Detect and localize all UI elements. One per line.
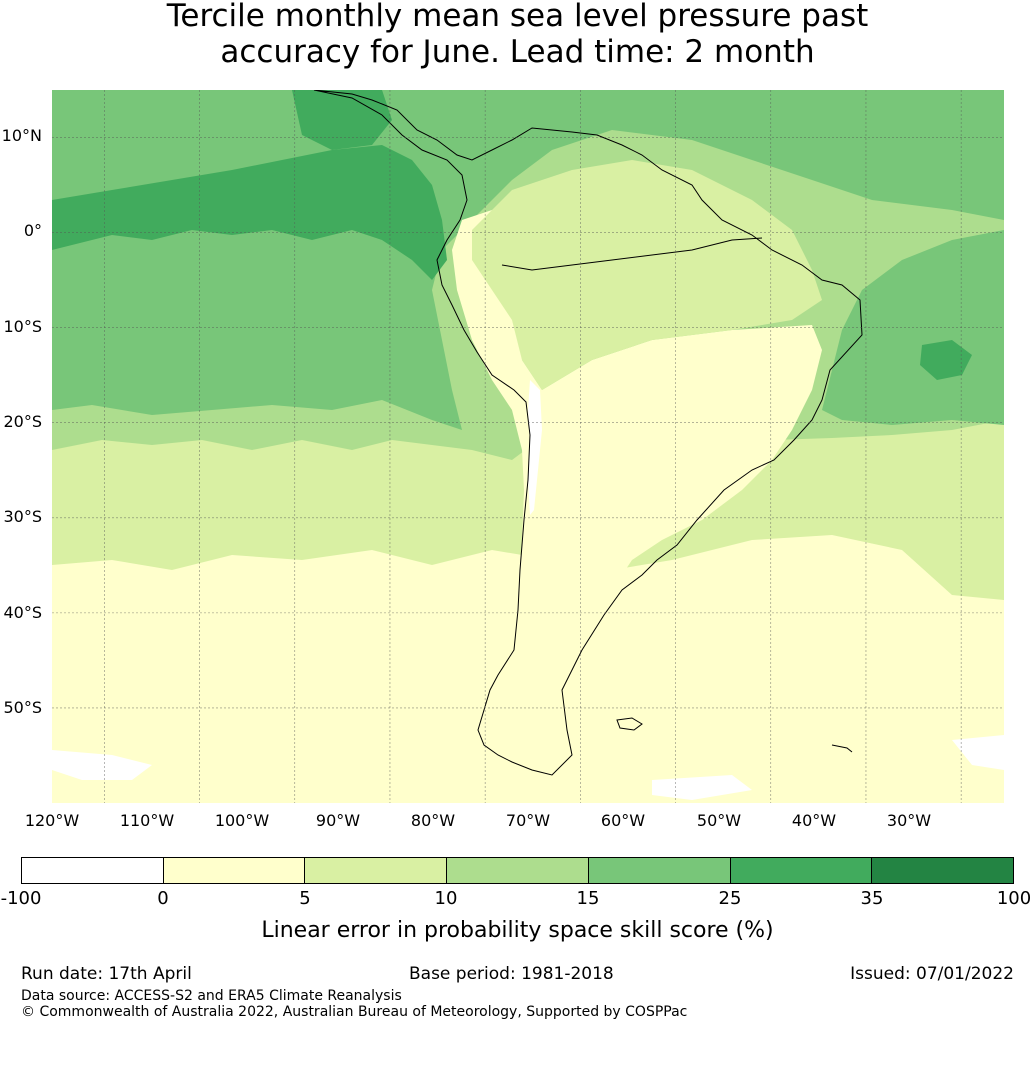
colorbar-tick: 0 xyxy=(157,888,169,909)
copyright: © Commonwealth of Australia 2022, Austra… xyxy=(21,1004,688,1020)
colorbar xyxy=(21,857,1014,884)
colorbar-label: Linear error in probability space skill … xyxy=(261,918,774,943)
lat-label-10n: 10°N xyxy=(1,126,42,145)
lon-label-110w: 110°W xyxy=(119,811,175,830)
colorbar-segment xyxy=(730,858,873,883)
lon-label-50w: 50°W xyxy=(696,811,742,830)
skill-continent-low xyxy=(452,210,822,750)
amazon-river xyxy=(501,237,763,271)
lon-label-40w: 40°W xyxy=(791,811,837,830)
colorbar-tick: 15 xyxy=(576,888,600,909)
lon-label-70w: 70°W xyxy=(505,811,551,830)
lon-label-60w: 60°W xyxy=(600,811,646,830)
colorbar-segment xyxy=(163,858,306,883)
falkland-islands xyxy=(616,717,643,731)
colorbar-segment xyxy=(22,858,164,883)
title-line-2: accuracy for June. Lead time: 2 month xyxy=(220,34,815,70)
lat-label-30s: 30°S xyxy=(3,507,42,526)
colorbar-segment xyxy=(305,858,448,883)
colorbar-segment xyxy=(588,858,731,883)
base-period: Base period: 1981-2018 xyxy=(409,964,614,984)
skill-band-25-35-north xyxy=(292,90,392,150)
graticule xyxy=(52,90,1004,803)
lon-label-30w: 30°W xyxy=(886,811,932,830)
colorbar-tick: 100 xyxy=(996,888,1032,909)
skill-band-25-35-atlantic xyxy=(920,340,972,380)
chart-title: Tercile monthly mean sea level pressure … xyxy=(0,0,1035,70)
map-canvas xyxy=(52,90,1004,803)
colorbar-tick: 25 xyxy=(718,888,742,909)
skill-continent-amazon xyxy=(472,160,822,390)
lon-label-80w: 80°W xyxy=(410,811,456,830)
title-line-1: Tercile monthly mean sea level pressure … xyxy=(166,0,869,34)
colorbar-tick: 35 xyxy=(860,888,884,909)
lon-label-100w: 100°W xyxy=(214,811,270,830)
colorbar-tick: 5 xyxy=(299,888,311,909)
south-georgia xyxy=(831,744,853,753)
lat-label-0: 0° xyxy=(23,221,42,240)
lat-label-50s: 50°S xyxy=(3,698,42,717)
skill-band-negative-andes xyxy=(528,380,542,515)
lat-label-10s: 10°S xyxy=(3,317,42,336)
skill-band-25-35-pacific xyxy=(52,145,447,280)
lon-label-120w: 120°W xyxy=(24,811,80,830)
skill-map xyxy=(52,90,1004,803)
colorbar-tick: -100 xyxy=(0,888,42,909)
colorbar-segment xyxy=(447,858,589,883)
issued-date: Issued: 07/01/2022 xyxy=(850,964,1014,984)
run-date: Run date: 17th April xyxy=(21,964,192,984)
lon-label-90w: 90°W xyxy=(315,811,361,830)
colorbar-segment xyxy=(872,858,1014,883)
data-source: Data source: ACCESS-S2 and ERA5 Climate … xyxy=(21,988,402,1004)
coastline xyxy=(313,90,863,776)
lat-label-40s: 40°S xyxy=(3,603,42,622)
colorbar-tick: 10 xyxy=(434,888,458,909)
lat-label-20s: 20°S xyxy=(3,412,42,431)
